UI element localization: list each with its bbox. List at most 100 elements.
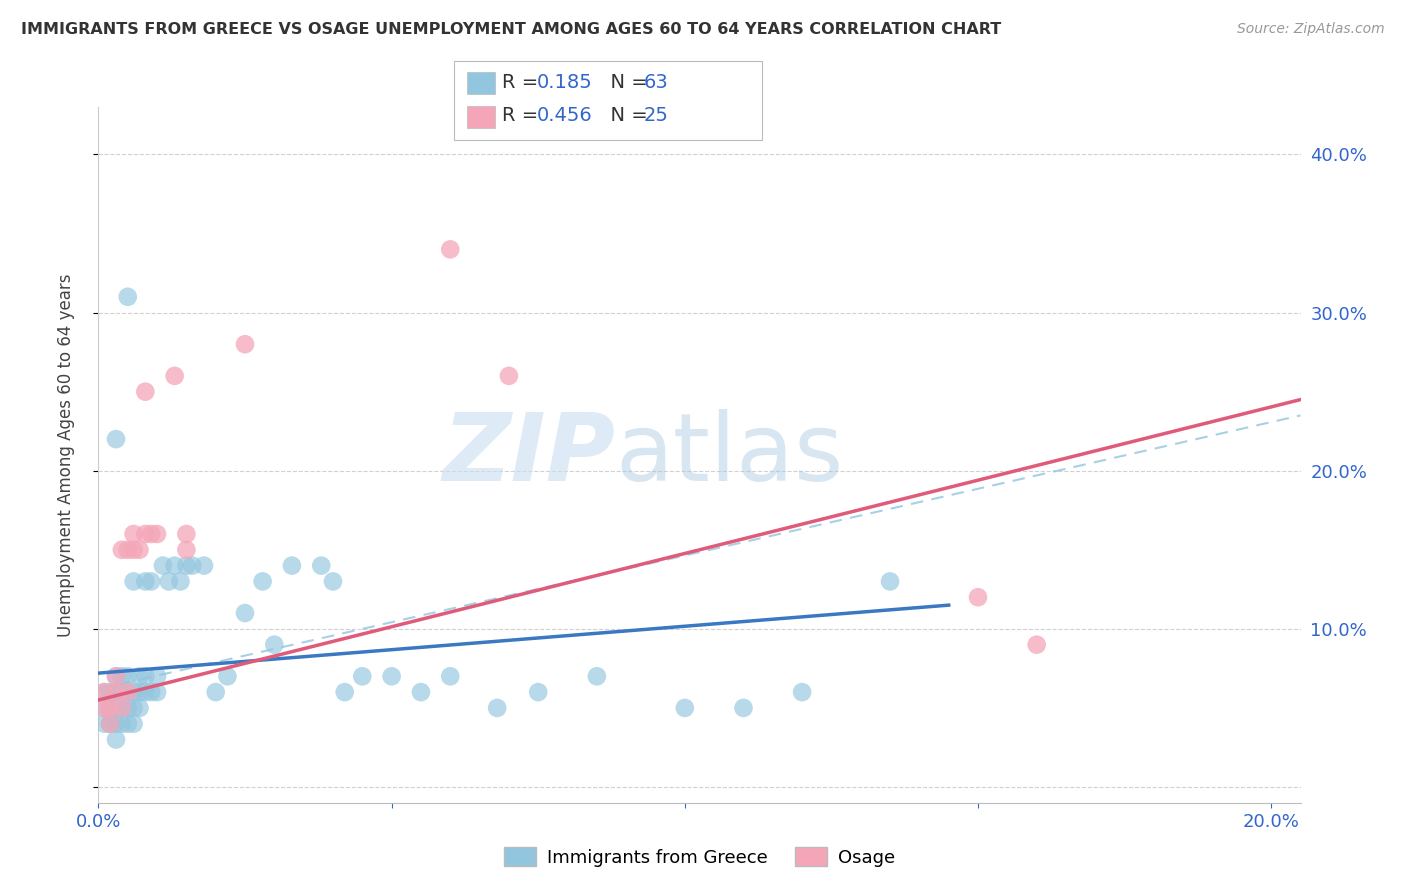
Point <box>141 685 163 699</box>
Point <box>176 527 198 541</box>
Point <box>134 669 156 683</box>
Point <box>105 669 128 683</box>
Point <box>333 685 356 699</box>
Text: R =: R = <box>502 72 544 92</box>
Point <box>128 701 150 715</box>
Point <box>879 574 901 589</box>
Point <box>122 527 145 541</box>
Text: 63: 63 <box>644 72 669 92</box>
Point <box>111 669 134 683</box>
Point <box>134 685 156 699</box>
Point <box>117 685 139 699</box>
Point <box>93 716 115 731</box>
Point <box>93 685 115 699</box>
Point <box>439 243 461 257</box>
Point <box>117 716 139 731</box>
Point <box>111 685 134 699</box>
Point <box>111 716 134 731</box>
Text: 0.456: 0.456 <box>537 106 593 126</box>
Point <box>105 685 128 699</box>
Y-axis label: Unemployment Among Ages 60 to 64 years: Unemployment Among Ages 60 to 64 years <box>56 273 75 637</box>
Point <box>93 701 115 715</box>
Point <box>111 701 134 715</box>
Point <box>98 716 121 731</box>
Point <box>117 542 139 557</box>
Point <box>117 685 139 699</box>
Point <box>233 606 256 620</box>
Point <box>122 574 145 589</box>
Point <box>105 732 128 747</box>
Point <box>122 542 145 557</box>
Point <box>352 669 374 683</box>
Point <box>117 290 139 304</box>
Text: IMMIGRANTS FROM GREECE VS OSAGE UNEMPLOYMENT AMONG AGES 60 TO 64 YEARS CORRELATI: IMMIGRANTS FROM GREECE VS OSAGE UNEMPLOY… <box>21 22 1001 37</box>
Point <box>98 685 121 699</box>
Text: N =: N = <box>598 106 654 126</box>
Point <box>263 638 285 652</box>
Point <box>105 701 128 715</box>
Point <box>98 701 121 715</box>
Legend: Immigrants from Greece, Osage: Immigrants from Greece, Osage <box>496 840 903 874</box>
Text: 25: 25 <box>644 106 669 126</box>
Point <box>673 701 696 715</box>
Point <box>111 701 134 715</box>
Point <box>281 558 304 573</box>
Point <box>733 701 755 715</box>
Point <box>322 574 344 589</box>
Point <box>152 558 174 573</box>
Point <box>98 716 121 731</box>
Point <box>122 716 145 731</box>
Text: ZIP: ZIP <box>443 409 616 501</box>
Point <box>117 701 139 715</box>
Point <box>98 716 121 731</box>
Point <box>967 591 990 605</box>
Point <box>381 669 404 683</box>
Point <box>193 558 215 573</box>
Point <box>93 701 115 715</box>
Point <box>586 669 609 683</box>
Point <box>409 685 432 699</box>
Point <box>122 685 145 699</box>
Point <box>128 542 150 557</box>
Point <box>105 716 128 731</box>
Point <box>134 574 156 589</box>
Point <box>98 701 121 715</box>
Point <box>233 337 256 351</box>
Point <box>146 527 169 541</box>
Text: atlas: atlas <box>616 409 844 501</box>
Point <box>790 685 813 699</box>
Point <box>498 368 520 383</box>
Point <box>204 685 226 699</box>
Point <box>93 685 115 699</box>
Point <box>1025 638 1047 652</box>
Point <box>141 574 163 589</box>
Text: R =: R = <box>502 106 544 126</box>
Point <box>105 685 128 699</box>
Point <box>309 558 332 573</box>
Point <box>122 701 145 715</box>
Point <box>169 574 191 589</box>
Point <box>128 669 150 683</box>
Point <box>128 685 150 699</box>
Point <box>105 669 128 683</box>
Point <box>439 669 461 683</box>
Point <box>146 669 169 683</box>
Point <box>486 701 509 715</box>
Point <box>134 527 156 541</box>
Text: Source: ZipAtlas.com: Source: ZipAtlas.com <box>1237 22 1385 37</box>
Point <box>134 384 156 399</box>
Point <box>176 558 198 573</box>
Point <box>157 574 180 589</box>
Point <box>163 368 186 383</box>
Point <box>527 685 550 699</box>
Point <box>252 574 274 589</box>
Point <box>111 542 134 557</box>
Point <box>217 669 239 683</box>
Point <box>181 558 204 573</box>
Point <box>141 527 163 541</box>
Text: N =: N = <box>598 72 654 92</box>
Point <box>105 432 128 446</box>
Point <box>163 558 186 573</box>
Point <box>146 685 169 699</box>
Text: 0.185: 0.185 <box>537 72 593 92</box>
